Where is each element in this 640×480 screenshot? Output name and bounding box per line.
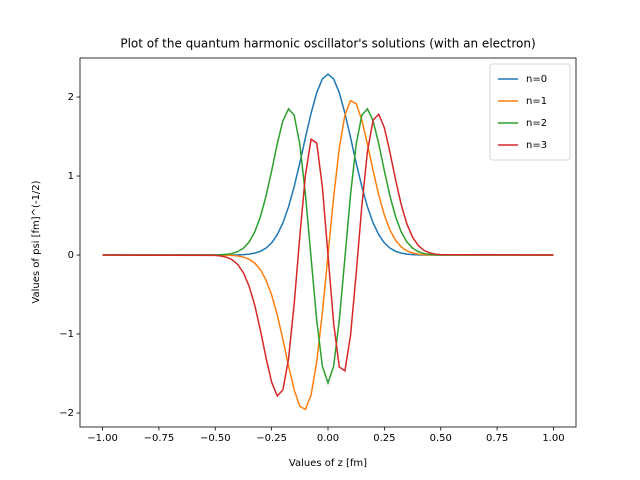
x-tick-label: −1.00: [87, 433, 118, 444]
x-tick-label: −0.50: [200, 433, 231, 444]
legend-label: n=2: [526, 118, 547, 129]
line-series: [102, 73, 554, 256]
line-series: [102, 112, 554, 398]
chart-title: Plot of the quantum harmonic oscillator'…: [120, 37, 535, 51]
y-axis-label: Values of psi [fm]^(-1/2): [31, 180, 42, 303]
x-tick-label: 0.00: [317, 433, 339, 444]
legend-label: n=1: [526, 96, 547, 107]
line-series: [102, 107, 554, 386]
legend-label: n=0: [526, 74, 547, 85]
x-tick-label: 1.00: [542, 433, 564, 444]
y-tick-label: 1: [68, 171, 74, 182]
y-tick-label: −1: [59, 329, 74, 340]
y-tick-label: 0: [68, 250, 74, 261]
legend-label: n=3: [526, 140, 547, 151]
y-tick-label: −2: [59, 408, 74, 419]
x-tick-label: 0.75: [486, 433, 508, 444]
x-tick-label: 0.25: [373, 433, 395, 444]
y-tick-label: 2: [68, 92, 74, 103]
x-tick-label: −0.75: [144, 433, 175, 444]
x-tick-label: 0.50: [430, 433, 452, 444]
x-tick-label: −0.25: [256, 433, 287, 444]
legend-box: [489, 63, 571, 161]
x-axis-label: Values of z [fm]: [289, 458, 367, 469]
